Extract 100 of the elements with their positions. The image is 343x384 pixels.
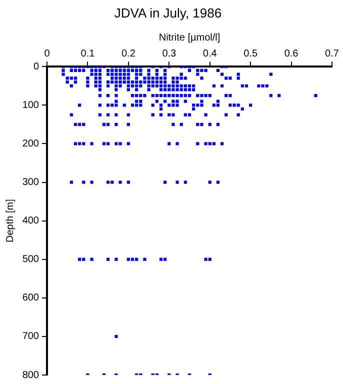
point	[135, 76, 138, 80]
point	[94, 72, 98, 76]
point	[164, 68, 167, 72]
point	[106, 113, 110, 116]
point	[180, 88, 183, 92]
point	[172, 80, 175, 84]
point	[114, 142, 118, 146]
chart-title: JDVA in July, 1986	[114, 5, 222, 20]
point	[74, 122, 78, 126]
point	[122, 68, 126, 72]
point	[188, 94, 192, 98]
point	[168, 104, 171, 107]
point	[135, 68, 138, 72]
point	[164, 72, 167, 76]
point	[147, 84, 150, 88]
point	[180, 72, 183, 76]
point	[151, 94, 154, 98]
point	[70, 68, 73, 72]
point	[176, 142, 179, 146]
point	[118, 84, 122, 88]
point	[82, 180, 86, 184]
point	[168, 88, 171, 92]
point	[98, 113, 102, 116]
point	[188, 88, 192, 92]
point	[135, 88, 138, 92]
point	[200, 104, 204, 107]
point	[62, 72, 65, 76]
point	[164, 180, 167, 184]
point	[78, 142, 82, 146]
point	[172, 100, 175, 103]
point	[114, 122, 118, 126]
point	[180, 76, 183, 80]
point	[164, 76, 167, 80]
point	[232, 104, 236, 107]
y-tick-label: 300	[22, 177, 40, 188]
point	[114, 68, 118, 72]
point	[200, 122, 204, 126]
point	[70, 113, 73, 116]
point	[130, 94, 134, 98]
point	[130, 104, 134, 107]
point	[151, 84, 154, 88]
point	[118, 68, 122, 72]
point	[168, 84, 171, 88]
point	[196, 72, 200, 76]
point	[216, 122, 220, 126]
point	[236, 104, 240, 107]
point	[176, 100, 179, 103]
point	[66, 80, 69, 84]
point	[106, 84, 110, 88]
point	[106, 68, 110, 72]
point	[164, 258, 167, 261]
point	[139, 100, 142, 103]
point	[224, 113, 228, 116]
point	[114, 104, 118, 107]
point	[130, 80, 134, 84]
point	[94, 68, 98, 72]
point	[240, 84, 244, 88]
point	[188, 68, 192, 72]
point	[82, 258, 86, 261]
point	[164, 94, 167, 98]
x-tick-label: 0.4	[202, 48, 218, 60]
point	[208, 258, 212, 261]
point	[164, 100, 167, 103]
point	[220, 72, 224, 76]
point	[118, 72, 122, 76]
point	[118, 142, 122, 146]
point	[114, 84, 118, 88]
point	[110, 72, 114, 76]
point	[78, 122, 82, 126]
point	[126, 68, 130, 72]
point	[164, 80, 167, 84]
point	[278, 94, 281, 98]
point	[135, 100, 138, 103]
point	[74, 76, 78, 80]
point	[90, 72, 94, 76]
point	[159, 76, 163, 80]
point	[102, 122, 106, 126]
point	[98, 68, 102, 72]
point	[126, 76, 130, 80]
y-tick-label: 400	[22, 216, 40, 227]
point	[114, 100, 118, 103]
point	[82, 142, 86, 146]
point	[208, 180, 212, 184]
point	[139, 80, 142, 84]
point	[204, 68, 208, 72]
point	[249, 104, 252, 107]
point	[159, 88, 163, 92]
point	[159, 107, 163, 111]
point	[114, 113, 118, 116]
point	[220, 142, 224, 146]
point	[114, 94, 118, 98]
point	[155, 94, 158, 98]
point	[126, 80, 130, 84]
point	[106, 72, 110, 76]
point	[196, 142, 200, 146]
point	[257, 84, 260, 88]
point	[224, 76, 228, 80]
point	[192, 107, 196, 111]
point	[106, 104, 110, 107]
point	[172, 104, 175, 107]
